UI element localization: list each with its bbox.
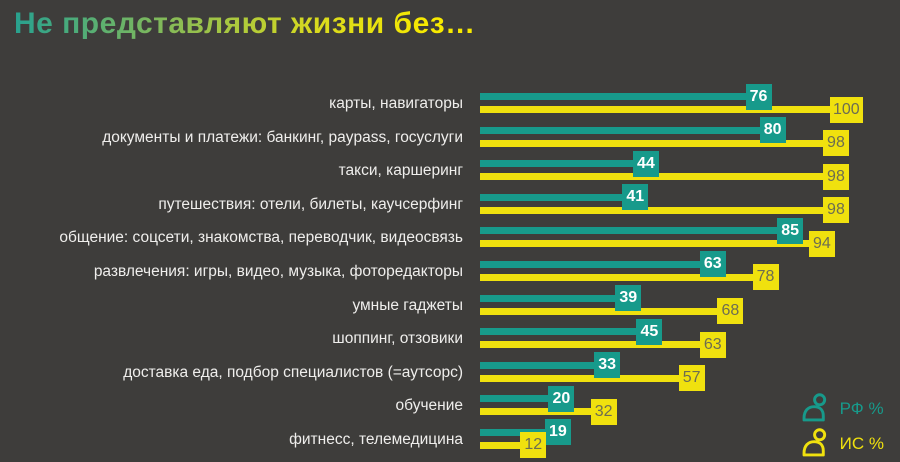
is-bar bbox=[480, 374, 681, 382]
category-label: карты, навигаторы bbox=[329, 95, 463, 112]
bar-track: 80 98 bbox=[480, 117, 900, 157]
legend-item-is: ИС % bbox=[799, 427, 884, 460]
rf-bar bbox=[480, 160, 635, 168]
rf-bar bbox=[480, 260, 702, 268]
category-label: путешествия: отели, билеты, каучсерфинг bbox=[158, 195, 463, 213]
bar-track: 44 98 bbox=[480, 150, 900, 190]
chart-row: фитнесс, телемедицина 19 12 bbox=[0, 419, 900, 459]
chart-row: карты, навигаторы 76 100 bbox=[0, 83, 900, 123]
rf-value-chip: 41 bbox=[622, 184, 649, 211]
rf-bar bbox=[480, 126, 762, 134]
is-value-chip: 94 bbox=[808, 230, 835, 257]
legend: РФ % ИС % bbox=[799, 392, 884, 460]
rf-value-chip: 20 bbox=[548, 385, 575, 412]
category-label: умные гаджеты bbox=[352, 296, 463, 314]
is-bar bbox=[480, 173, 825, 181]
rf-value-chip: 85 bbox=[777, 217, 804, 244]
bar-track: 85 94 bbox=[480, 217, 900, 257]
is-value-chip: 57 bbox=[678, 365, 705, 392]
rf-value-chip: 44 bbox=[632, 150, 659, 177]
is-value-chip: 12 bbox=[520, 432, 547, 459]
is-value-chip: 68 bbox=[717, 298, 744, 325]
legend-item-rf: РФ % bbox=[799, 392, 884, 425]
legend-label-rf: РФ % bbox=[839, 398, 884, 418]
is-value-chip: 98 bbox=[822, 163, 849, 190]
chart-row: развлечения: игры, видео, музыка, фоторе… bbox=[0, 251, 900, 291]
bar-track: 33 57 bbox=[480, 352, 900, 392]
chart-row: обучение 20 32 bbox=[0, 385, 900, 425]
bar-track: 19 12 bbox=[480, 419, 900, 459]
chart-row: общение: соцсети, знакомства, переводчик… bbox=[0, 217, 900, 257]
chart-row: документы и платежи: банкинг, paypass, г… bbox=[0, 117, 900, 157]
rf-value-chip: 63 bbox=[699, 251, 726, 278]
rf-value-chip: 19 bbox=[544, 419, 571, 446]
rf-value-chip: 80 bbox=[759, 117, 786, 144]
rf-value-chip: 33 bbox=[594, 352, 621, 379]
is-bar bbox=[480, 341, 702, 349]
rf-value-chip: 76 bbox=[745, 83, 772, 110]
bar-track: 41 98 bbox=[480, 184, 900, 224]
bar-track: 76 100 bbox=[480, 83, 900, 123]
is-value-chip: 100 bbox=[830, 96, 863, 123]
rf-value-chip: 45 bbox=[636, 318, 663, 345]
is-bar bbox=[480, 240, 811, 248]
bar-track: 39 68 bbox=[480, 285, 900, 325]
is-value-chip: 32 bbox=[590, 398, 617, 425]
chart-row: доставка еда, подбор специалистов (=аутс… bbox=[0, 352, 900, 392]
rf-bar bbox=[480, 227, 780, 235]
person-icon bbox=[799, 392, 832, 425]
is-bar bbox=[480, 307, 720, 315]
is-bar bbox=[480, 441, 523, 449]
chart-title: Не представляют жизни без… bbox=[14, 7, 476, 40]
rf-bar bbox=[480, 361, 597, 369]
is-value-chip: 98 bbox=[822, 197, 849, 224]
rf-bar bbox=[480, 395, 551, 403]
category-label: обучение bbox=[395, 397, 463, 415]
bar-track: 20 32 bbox=[480, 385, 900, 425]
rf-bar bbox=[480, 93, 748, 100]
chart-row: путешествия: отели, билеты, каучсерфинг 4… bbox=[0, 184, 900, 224]
rf-bar bbox=[480, 328, 639, 336]
category-label: фитнесс, телемедицина bbox=[289, 430, 463, 448]
rf-value-chip: 39 bbox=[615, 285, 642, 312]
is-bar bbox=[480, 206, 825, 214]
chart-row: такси, каршеринг 44 98 bbox=[0, 150, 900, 190]
is-bar bbox=[480, 139, 825, 147]
chart-row: умные гаджеты 39 68 bbox=[0, 285, 900, 325]
chart-row: шоппинг, отзовики 45 63 bbox=[0, 318, 900, 358]
bar-track: 63 78 bbox=[480, 251, 900, 291]
rf-bar bbox=[480, 294, 618, 302]
category-label: такси, каршеринг bbox=[338, 162, 463, 180]
category-label: развлечения: игры, видео, музыка, фоторе… bbox=[93, 262, 463, 280]
rf-bar bbox=[480, 193, 625, 201]
category-label: доставка еда, подбор специалистов (=аутс… bbox=[123, 363, 463, 381]
person-icon bbox=[799, 427, 832, 460]
category-label: документы и платежи: банкинг, paypass, г… bbox=[102, 128, 463, 146]
is-value-chip: 78 bbox=[752, 264, 779, 291]
bar-track: 45 63 bbox=[480, 318, 900, 358]
category-label: шоппинг, отзовики bbox=[332, 330, 463, 348]
chart-rows: карты, навигаторы 76 100 документы и платеж… bbox=[0, 83, 900, 459]
category-label: общение: соцсети, знакомства, переводчик… bbox=[59, 229, 463, 247]
is-bar bbox=[480, 408, 593, 416]
is-value-chip: 98 bbox=[822, 130, 849, 157]
legend-label-is: ИС % bbox=[839, 433, 884, 453]
rf-bar bbox=[480, 428, 547, 436]
is-bar bbox=[480, 106, 832, 113]
is-value-chip: 63 bbox=[699, 331, 726, 358]
is-bar bbox=[480, 273, 755, 281]
